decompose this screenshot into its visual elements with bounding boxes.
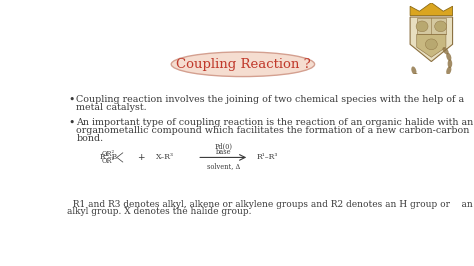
Polygon shape: [410, 3, 453, 16]
Text: Coupling Reaction ?: Coupling Reaction ?: [175, 58, 310, 71]
Ellipse shape: [447, 59, 452, 68]
Text: organometallic compound which facilitates the formation of a new carbon-carbon: organometallic compound which facilitate…: [76, 126, 470, 135]
Ellipse shape: [419, 78, 426, 84]
Text: R¹–B: R¹–B: [100, 153, 118, 161]
Text: •: •: [69, 95, 75, 105]
Text: R1 and R3 denotes alkyl, alkene or alkylene groups and R2 denotes an H group or : R1 and R3 denotes alkyl, alkene or alkyl…: [67, 200, 473, 209]
Text: solvent, Δ: solvent, Δ: [207, 162, 240, 170]
Polygon shape: [417, 34, 446, 57]
Ellipse shape: [411, 66, 417, 75]
FancyBboxPatch shape: [59, 32, 427, 237]
Text: R¹–R³: R¹–R³: [257, 153, 278, 161]
Text: base: base: [215, 148, 231, 156]
Text: metal catalyst.: metal catalyst.: [76, 103, 147, 112]
Ellipse shape: [171, 52, 315, 77]
Text: •: •: [69, 118, 75, 128]
Text: X–R³: X–R³: [156, 153, 174, 161]
Text: bond.: bond.: [76, 134, 103, 143]
Text: An important type of coupling reaction is the reaction of an organic halide with: An important type of coupling reaction i…: [76, 118, 474, 127]
Text: +: +: [137, 153, 145, 162]
Ellipse shape: [424, 81, 432, 86]
Text: OR²: OR²: [102, 149, 115, 157]
Ellipse shape: [442, 47, 449, 55]
Ellipse shape: [435, 21, 447, 32]
Polygon shape: [417, 18, 446, 34]
Ellipse shape: [414, 73, 420, 80]
Text: alkyl group. X denotes the halide group.: alkyl group. X denotes the halide group.: [67, 207, 252, 217]
Polygon shape: [410, 17, 453, 61]
Text: Pd(0): Pd(0): [214, 143, 232, 151]
Ellipse shape: [425, 39, 438, 50]
Text: Coupling reaction involves the joining of two chemical species with the help of : Coupling reaction involves the joining o…: [76, 95, 465, 104]
Ellipse shape: [446, 53, 451, 61]
Text: OR²: OR²: [102, 157, 115, 165]
Ellipse shape: [446, 66, 451, 75]
Ellipse shape: [416, 21, 428, 32]
